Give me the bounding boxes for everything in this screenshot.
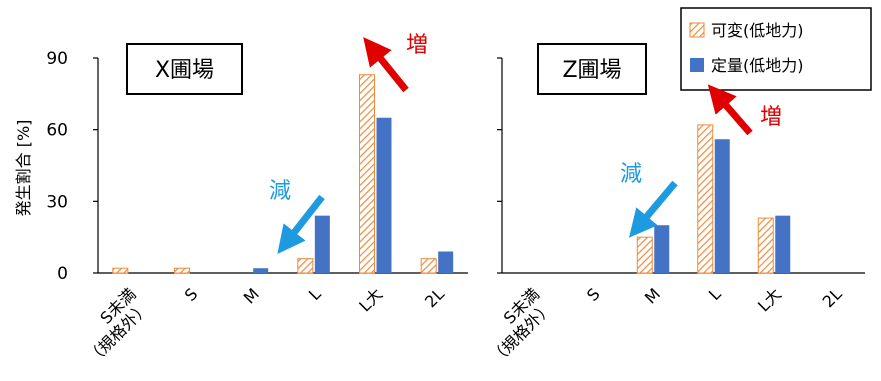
x-tick-label: S <box>181 284 202 305</box>
bar-fixed <box>253 268 269 273</box>
x-tick-label: S未満（規格外） <box>473 284 556 367</box>
bar-fixed <box>438 251 454 273</box>
panel-title-box <box>126 43 243 95</box>
y-tick-label: 60 <box>46 121 68 141</box>
x-tick-label: L <box>305 284 325 304</box>
increase-arrow-right <box>707 84 753 136</box>
bar-fixed <box>376 117 392 273</box>
panel-z-field: S未満（規格外） S M L L大 2L Z圃場 <box>473 43 865 368</box>
bar-variable <box>359 74 375 274</box>
x-tick-label: S未満（規格外） <box>70 284 153 367</box>
bar-fixed <box>314 215 330 273</box>
y-tick-label: 90 <box>46 49 68 69</box>
bar-fixed <box>714 139 730 273</box>
x-tick-label: 2L <box>819 284 846 311</box>
x-tick-label: L大 <box>355 284 386 315</box>
decrease-arrow-right <box>628 180 678 238</box>
legend-swatch-fixed <box>690 58 704 72</box>
bar-variable <box>174 267 190 274</box>
y-tick-label: 0 <box>57 264 68 284</box>
bar-variable <box>297 258 314 274</box>
bar-variable <box>636 236 653 274</box>
bar-variable <box>420 258 437 274</box>
increase-label-left: 増 <box>406 33 428 58</box>
panel-title-box <box>537 43 647 95</box>
decrease-arrow-left <box>277 194 325 255</box>
bar-variable <box>112 267 129 274</box>
x-tick-label: M <box>641 284 664 307</box>
bar-variable <box>697 124 714 274</box>
y-tick-label: 30 <box>46 192 68 212</box>
x-tick-label: L <box>705 284 725 304</box>
x-tick-label: S <box>583 284 604 305</box>
y-axis-label: 発生割合 [%] <box>14 120 33 217</box>
panel-title: X圃場 <box>155 58 214 83</box>
legend-swatch-variable <box>689 22 705 38</box>
panel-title: Z圃場 <box>562 58 621 83</box>
legend: 可変(低地力) 定量(低地力) <box>680 7 872 91</box>
x-tick-label: 2L <box>421 284 448 311</box>
bar-variable <box>757 217 774 274</box>
bar-fixed <box>654 225 670 273</box>
increase-arrow-left <box>363 37 409 93</box>
legend-label-fixed: 定量(低地力) <box>711 56 804 75</box>
x-tick-label: M <box>240 284 263 307</box>
panel-x-field: 0 30 60 90 S未満（規格外） S M L L大 2L X圃場 <box>46 43 468 368</box>
legend-label-variable: 可変(低地力) <box>711 21 804 40</box>
x-tick-label: L大 <box>754 284 785 315</box>
bar-fixed <box>775 215 791 273</box>
decrease-label-right: 減 <box>620 162 642 187</box>
increase-label-right: 増 <box>760 105 782 130</box>
decrease-label-left: 減 <box>269 179 291 204</box>
